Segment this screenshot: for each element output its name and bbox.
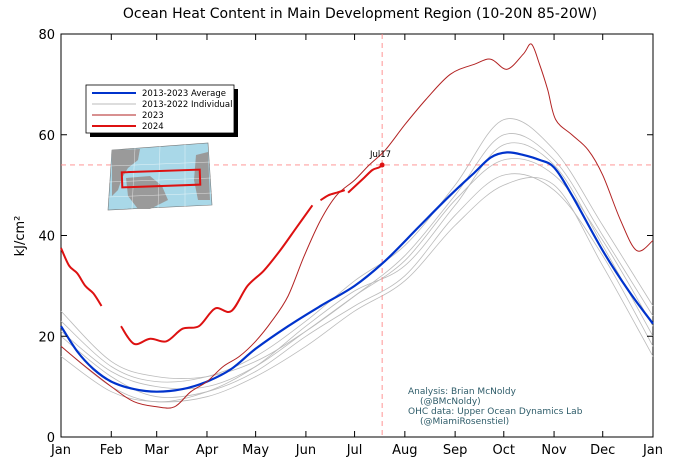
inset-map-land-north-america bbox=[112, 149, 140, 196]
credit-data: OHC data: Upper Ocean Dynamics Lab bbox=[408, 407, 583, 417]
x-tick-label: Nov bbox=[541, 443, 567, 458]
series-line-3 bbox=[120, 204, 314, 346]
x-tick-label: Apr bbox=[196, 443, 219, 458]
x-tick-label: Oct bbox=[493, 443, 515, 458]
x-tick-label: Jan bbox=[642, 443, 663, 458]
credit-analysis-handle: (@BMcNoldy) bbox=[420, 397, 481, 407]
y-tick-label: 40 bbox=[38, 230, 55, 245]
x-tick-label: Jul bbox=[346, 443, 363, 458]
series-line-5 bbox=[347, 164, 383, 194]
y-tick-label: 0 bbox=[47, 431, 55, 446]
y-tick-label: 80 bbox=[38, 28, 55, 43]
legend-label-average: 2013-2023 Average bbox=[142, 89, 226, 99]
series-line-0 bbox=[60, 151, 654, 393]
x-tick-label: Feb bbox=[100, 443, 123, 458]
series-line-2 bbox=[60, 247, 103, 307]
axes: 0 20 40 60 80 Jan Feb Mar Apr May Jun Jul Aug Sep Oct N… bbox=[38, 28, 663, 458]
y-axis-label: kJ/cm² bbox=[13, 216, 28, 257]
inset-map-graticule bbox=[107, 144, 213, 210]
x-tick-label: Aug bbox=[392, 443, 417, 458]
series-line-7 bbox=[60, 173, 654, 398]
reference-point bbox=[379, 162, 385, 168]
y-tick-label: 20 bbox=[38, 330, 55, 345]
x-tick-label: Mar bbox=[144, 443, 169, 458]
y-tick-label: 60 bbox=[38, 129, 55, 144]
inset-map-mdr-box bbox=[120, 168, 202, 189]
legend-label-individual: 2013-2022 Individual bbox=[142, 100, 232, 110]
legend-label-2023: 2023 bbox=[142, 111, 164, 121]
chart-title: Ocean Heat Content in Main Development R… bbox=[123, 6, 597, 22]
series-line-6 bbox=[60, 133, 654, 379]
x-tick-label: Sep bbox=[443, 443, 468, 458]
series-line-11 bbox=[60, 158, 654, 390]
x-tick-label: May bbox=[242, 443, 269, 458]
credit-analysis: Analysis: Brian McNoldy bbox=[408, 387, 517, 397]
inset-map bbox=[107, 142, 213, 211]
individual-years-lines bbox=[60, 118, 654, 403]
highlight-series-lines bbox=[60, 43, 654, 409]
inset-map-land-africa bbox=[194, 152, 210, 200]
x-tick-label: Jun bbox=[295, 443, 316, 458]
inset-map-land-south-america bbox=[126, 176, 168, 209]
series-line-10 bbox=[60, 177, 654, 403]
reference-crosshair bbox=[61, 34, 653, 437]
credit-data-handle: (@MiamiRosenstiel) bbox=[420, 417, 509, 427]
x-tick-label: Jan bbox=[50, 443, 71, 458]
series-line-9 bbox=[60, 118, 654, 383]
legend-label-2024: 2024 bbox=[142, 122, 164, 132]
series-line-4 bbox=[319, 189, 346, 202]
credits: Analysis: Brian McNoldy (@BMcNoldy) OHC … bbox=[408, 387, 583, 427]
legend: 2013-2023 Average 2013-2022 Individual 2… bbox=[85, 84, 238, 137]
series-line-1 bbox=[60, 43, 654, 409]
x-tick-label: Dec bbox=[590, 443, 615, 458]
reference-label: Jul17 bbox=[369, 150, 391, 160]
